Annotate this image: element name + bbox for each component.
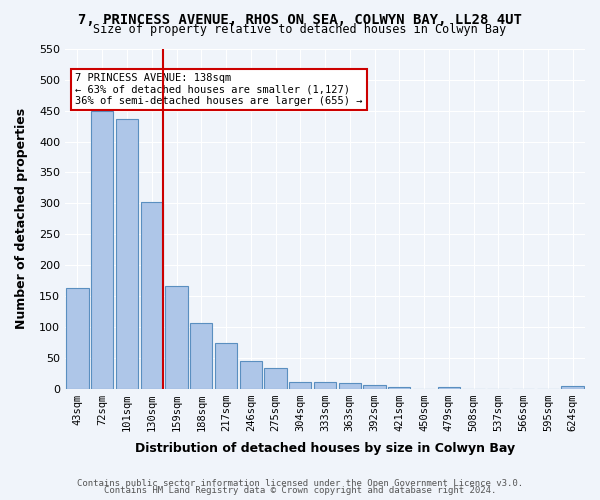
Y-axis label: Number of detached properties: Number of detached properties [15,108,28,330]
Bar [190,323,212,388]
Bar [314,382,336,388]
Bar [140,202,163,388]
Bar [338,383,361,388]
Text: Contains HM Land Registry data © Crown copyright and database right 2024.: Contains HM Land Registry data © Crown c… [104,486,496,495]
Bar [215,344,237,388]
Bar [239,360,262,388]
Bar [166,286,188,388]
Text: Contains public sector information licensed under the Open Government Licence v3: Contains public sector information licen… [77,478,523,488]
X-axis label: Distribution of detached houses by size in Colwyn Bay: Distribution of detached houses by size … [135,442,515,455]
Bar [562,386,584,388]
Bar [265,368,287,388]
Bar [116,120,138,388]
Text: Size of property relative to detached houses in Colwyn Bay: Size of property relative to detached ho… [94,22,506,36]
Text: 7 PRINCESS AVENUE: 138sqm
← 63% of detached houses are smaller (1,127)
36% of se: 7 PRINCESS AVENUE: 138sqm ← 63% of detac… [76,73,363,106]
Bar [364,385,386,388]
Bar [388,386,410,388]
Bar [67,288,89,388]
Text: 7, PRINCESS AVENUE, RHOS ON SEA, COLWYN BAY, LL28 4UT: 7, PRINCESS AVENUE, RHOS ON SEA, COLWYN … [78,12,522,26]
Bar [289,382,311,388]
Bar [91,112,113,388]
